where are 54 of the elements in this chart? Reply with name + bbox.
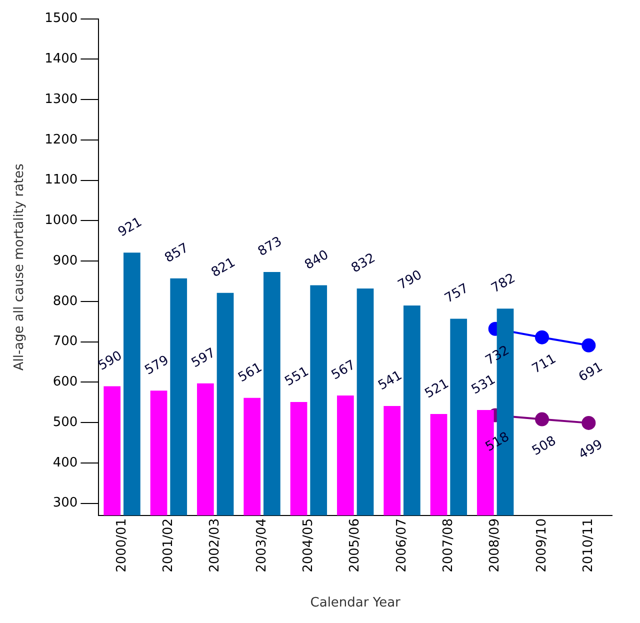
data-label: 567	[329, 358, 358, 384]
data-label: 541	[376, 368, 405, 394]
point	[582, 416, 596, 430]
x-tick-label: 2010/11	[581, 518, 596, 572]
x-tick-label: 2002/03	[208, 518, 223, 572]
point	[535, 330, 550, 344]
point	[582, 338, 596, 352]
data-label: 508	[530, 434, 559, 459]
data-label: 821	[209, 255, 238, 281]
x-tick-label: 2009/10	[534, 518, 550, 572]
x-tick-label: 2007/08	[441, 518, 456, 572]
y-tick-label: 900	[52, 253, 78, 268]
data-label: 597	[189, 346, 218, 372]
y-tick-label: 1100	[44, 172, 78, 188]
data-label: 521	[422, 376, 452, 402]
data-label: 857	[162, 240, 192, 266]
x-tick-label: 2004/05	[301, 518, 316, 572]
y-tick-label: 300	[52, 496, 78, 511]
data-label: 732	[483, 343, 512, 369]
x-tick-label: 2006/07	[394, 518, 410, 572]
y-axis-title: All-age all cause mortality rates	[12, 163, 28, 371]
data-label: 873	[256, 234, 285, 260]
y-tick-label: 1500	[44, 11, 78, 26]
data-label: 840	[302, 248, 332, 273]
data-label: 561	[236, 360, 265, 386]
data-label: 711	[530, 352, 559, 378]
x-axis-title: Calendar Year	[310, 596, 402, 611]
data-label: 518	[483, 430, 512, 455]
data-label: 499	[576, 437, 606, 463]
y-tick-label: 400	[52, 455, 78, 470]
data-label: 782	[489, 270, 518, 296]
data-label: 590	[96, 348, 125, 374]
y-tick-label: 600	[52, 374, 78, 390]
x-tick-label: 2001/02	[161, 518, 176, 572]
data-label: 832	[349, 250, 378, 276]
y-tick-label: 1300	[44, 92, 78, 107]
data-label: 551	[282, 364, 312, 390]
data-label: 757	[442, 281, 472, 306]
x-tick-label: 2003/04	[254, 518, 270, 572]
y-tick-label: 700	[52, 334, 78, 350]
x-tick-label: 2000/01	[114, 518, 130, 572]
y-tick-label: 800	[52, 294, 78, 309]
x-tick-label: 2005/06	[348, 518, 363, 572]
y-tick-label: 1200	[44, 132, 78, 148]
y-tick-label: 1400	[44, 52, 78, 67]
y-tick-label: 1000	[44, 213, 78, 228]
data-label: 531	[469, 372, 498, 398]
x-tick-label: 2008/09	[488, 518, 503, 572]
y-tick-label: 500	[52, 414, 78, 430]
data-label: 921	[116, 214, 145, 240]
point	[535, 412, 550, 426]
data-label: 691	[576, 360, 606, 386]
data-label: 790	[396, 268, 425, 294]
data-label: 579	[142, 352, 172, 378]
